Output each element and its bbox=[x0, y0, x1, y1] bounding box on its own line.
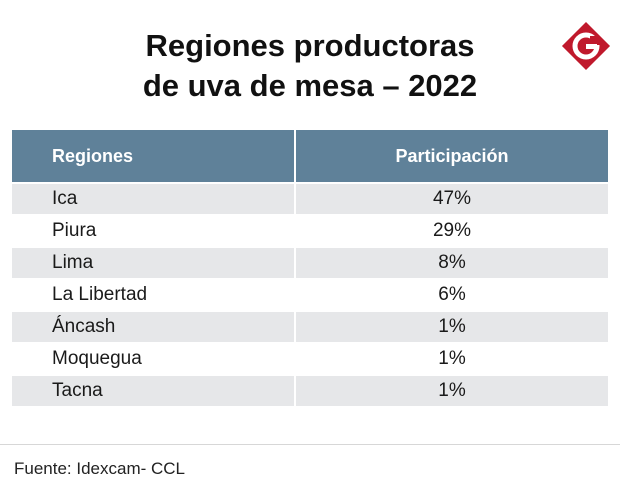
region-cell: La Libertad bbox=[52, 284, 148, 305]
share-cell: 47% bbox=[432, 188, 472, 209]
region-cell: Moquegua bbox=[52, 348, 142, 369]
chart-title-line-2: de uva de mesa – 2022 bbox=[142, 68, 478, 103]
source-note: Fuente: Idexcam- CCL bbox=[14, 459, 186, 478]
chart-title-line-1: Regiones productoras bbox=[145, 28, 475, 63]
table-row: Piura 29% bbox=[12, 216, 608, 246]
column-divider bbox=[294, 312, 296, 342]
column-header-participacion: Participación bbox=[395, 146, 509, 166]
share-cell: 1% bbox=[438, 316, 466, 337]
gestion-logo-icon bbox=[561, 21, 611, 71]
footer-divider bbox=[0, 444, 620, 445]
region-cell: Áncash bbox=[52, 316, 116, 337]
share-cell: 8% bbox=[438, 252, 466, 273]
column-header-regiones: Regiones bbox=[52, 146, 134, 166]
column-divider bbox=[294, 248, 296, 278]
column-divider bbox=[294, 130, 296, 182]
share-cell: 6% bbox=[438, 284, 466, 305]
data-table: Regiones Participación Ica 47% Piura 29%… bbox=[12, 130, 608, 408]
column-divider bbox=[294, 376, 296, 406]
region-cell: Tacna bbox=[52, 380, 103, 401]
column-divider bbox=[294, 216, 296, 246]
share-cell: 1% bbox=[438, 380, 466, 401]
region-cell: Lima bbox=[52, 252, 94, 273]
table-row: Lima 8% bbox=[12, 248, 608, 278]
table-row: Ica 47% bbox=[12, 184, 608, 214]
table-header: Regiones Participación bbox=[12, 130, 608, 184]
table-row: Tacna 1% bbox=[12, 376, 608, 406]
column-divider bbox=[294, 280, 296, 310]
column-divider bbox=[294, 184, 296, 214]
share-cell: 1% bbox=[438, 348, 466, 369]
share-cell: 29% bbox=[432, 220, 472, 241]
region-cell: Piura bbox=[52, 220, 97, 241]
table-row: Moquegua 1% bbox=[12, 344, 608, 374]
table-row: Áncash 1% bbox=[12, 312, 608, 342]
chart-title: Regiones productoras de uva de mesa – 20… bbox=[0, 26, 620, 106]
region-cell: Ica bbox=[52, 188, 78, 209]
table-row: La Libertad 6% bbox=[12, 280, 608, 310]
column-divider bbox=[294, 344, 296, 374]
